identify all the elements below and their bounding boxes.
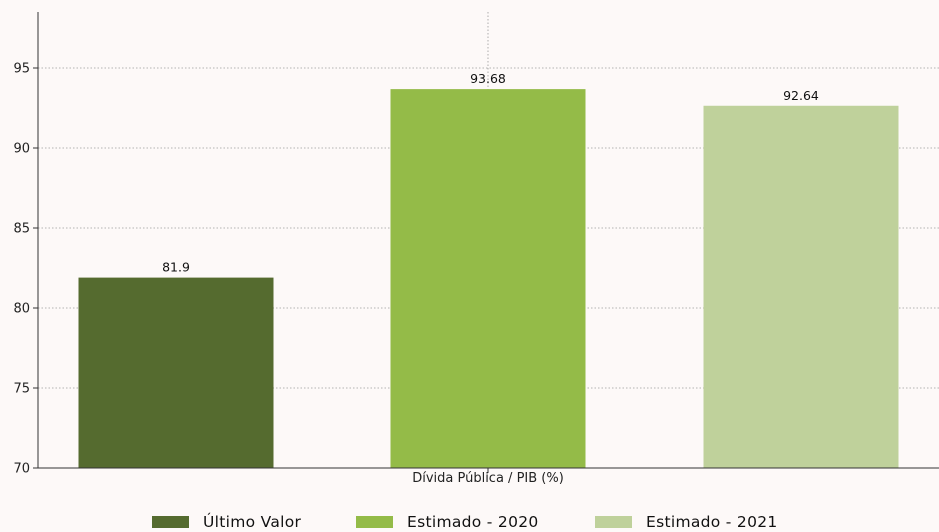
legend-swatch: [356, 516, 393, 528]
y-tick-label: 80: [13, 302, 30, 317]
x-axis-label: Dívida Pública / PIB (%): [412, 471, 564, 486]
bar: [390, 89, 586, 469]
bar: [78, 277, 274, 468]
legend-label: Estimado - 2020: [407, 513, 539, 531]
bar-value-label: 93.68: [470, 71, 506, 86]
legend-swatch: [152, 516, 189, 528]
y-tick-label: 95: [13, 62, 30, 77]
bars: [78, 89, 899, 469]
legend-swatch: [595, 516, 632, 528]
y-tick-labels: 70 75 80 85 90 95: [13, 62, 30, 477]
value-labels: 81.9 93.68 92.64: [162, 71, 819, 274]
bar-value-label: 92.64: [783, 88, 819, 103]
y-tick-label: 85: [13, 222, 30, 237]
bar: [703, 105, 899, 468]
legend-label: Último Valor: [203, 512, 302, 531]
y-tick-label: 75: [13, 382, 30, 397]
y-tick-label: 70: [13, 462, 30, 477]
legend-label: Estimado - 2021: [646, 513, 778, 531]
y-tick-label: 90: [13, 142, 30, 157]
legend: Último Valor Estimado - 2020 Estimado - 20…: [152, 512, 778, 531]
axes: [33, 12, 939, 473]
bar-value-label: 81.9: [162, 260, 190, 275]
